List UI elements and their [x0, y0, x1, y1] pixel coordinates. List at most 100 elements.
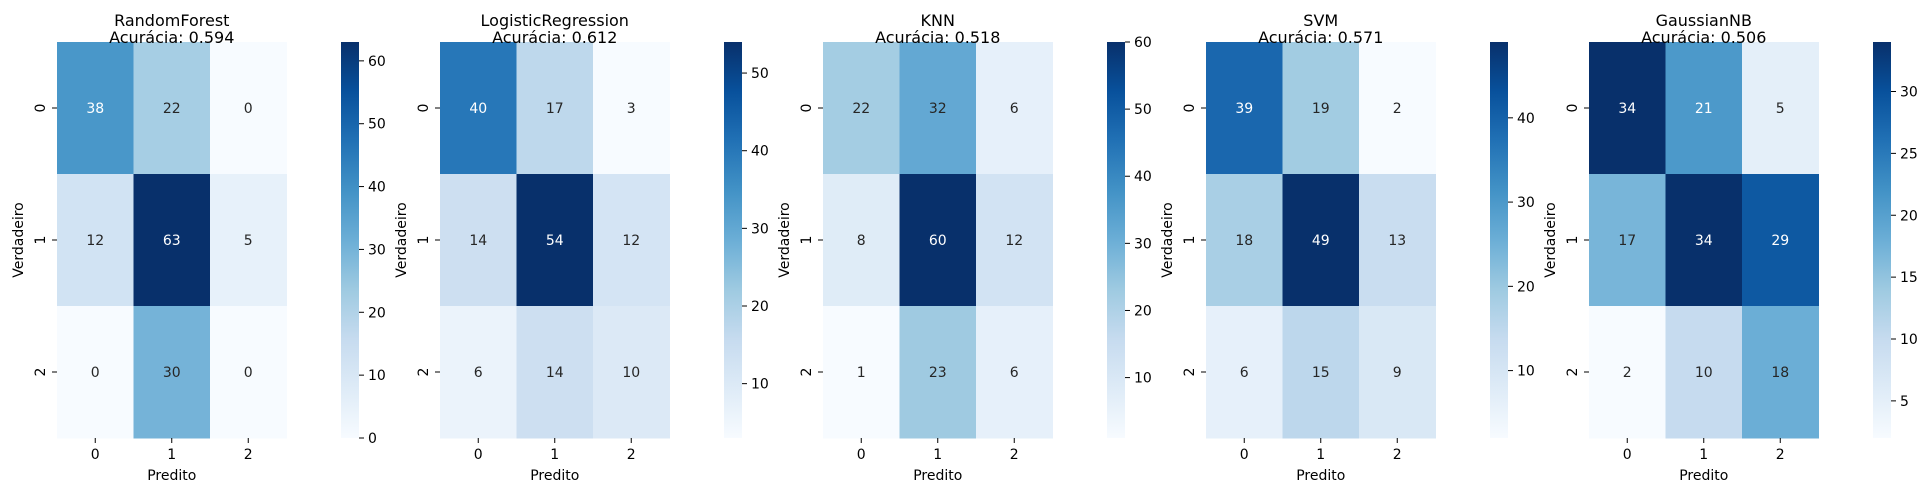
confusion-matrix-panel: 40 17 314 54 126 14 100 1 2012PreditoVerdadeiroL… — [394, 11, 769, 484]
cell-value-label: 14 — [469, 233, 487, 249]
heatmap-cell — [899, 42, 977, 175]
colorbar-tick-label: 40 — [1134, 169, 1152, 185]
y-tick-label: 2 — [416, 368, 432, 377]
cell-value-label: 22 — [852, 101, 870, 117]
chart-subtitle: Acurácia: 0.594 — [109, 28, 234, 47]
cell-value-label: 10 — [622, 365, 640, 381]
heatmap-cell — [1282, 306, 1360, 439]
heatmap-cell — [593, 42, 670, 175]
y-tick-label: 0 — [416, 104, 432, 113]
colorbar — [341, 42, 359, 438]
colorbar-tick-label: 30 — [1134, 236, 1152, 252]
x-tick-label: 2 — [1393, 447, 1402, 463]
x-tick-label: 1 — [1699, 447, 1708, 463]
cell-value-label: 17 — [546, 101, 564, 117]
x-tick-label: 1 — [167, 447, 176, 463]
cell-value-label: 14 — [546, 365, 564, 381]
cell-value-label: 54 — [546, 233, 564, 249]
colorbar-tick-label: 50 — [1134, 102, 1152, 118]
x-tick-label: 1 — [550, 447, 559, 463]
cell-value-label: 23 — [929, 365, 947, 381]
x-axis-label: Predito — [1296, 468, 1345, 484]
colorbar-tick-label: 30 — [1517, 195, 1535, 211]
colorbar-tick-label: 20 — [1900, 208, 1918, 224]
heatmap-cell — [899, 174, 977, 307]
colorbar-tick-label: 20 — [1134, 303, 1152, 319]
cell-value-label: 34 — [1618, 101, 1636, 117]
heatmap-cell — [1206, 174, 1283, 307]
cell-value-label: 10 — [1695, 365, 1713, 381]
y-axis-label: Verdadeiro — [1543, 202, 1559, 277]
cell-value-label: 22 — [163, 101, 181, 117]
colorbar-tick-label: 10 — [1900, 332, 1918, 348]
cell-value-label: 15 — [1312, 365, 1330, 381]
cell-value-label: 18 — [1771, 365, 1789, 381]
heatmap-cell — [1665, 306, 1743, 439]
confusion-matrix-panel: 38 22 012 63 50 30 00 1 2012PreditoVerdadeiroRan… — [11, 11, 386, 484]
y-tick-label: 2 — [799, 368, 815, 377]
heatmap-cell — [1742, 42, 1819, 175]
heatmap-cell — [1589, 306, 1666, 439]
cell-value-label: 6 — [1010, 101, 1019, 117]
y-tick-label: 0 — [799, 104, 815, 113]
cell-value-label: 17 — [1618, 233, 1636, 249]
cell-value-label: 2 — [1393, 101, 1402, 117]
cell-value-label: 60 — [929, 233, 947, 249]
heatmap-cell — [516, 306, 594, 439]
x-tick-label: 0 — [1623, 447, 1632, 463]
heatmap-cell — [133, 174, 211, 307]
cell-value-label: 12 — [622, 233, 640, 249]
y-tick-label: 1 — [799, 236, 815, 245]
colorbar — [724, 42, 742, 438]
x-tick-label: 2 — [627, 447, 636, 463]
cell-value-label: 5 — [1776, 101, 1785, 117]
y-tick-label: 1 — [33, 236, 49, 245]
y-tick-label: 1 — [416, 236, 432, 245]
heatmap-cell — [1742, 174, 1819, 307]
heatmap-cell — [976, 306, 1053, 439]
y-tick-label: 0 — [1565, 104, 1581, 113]
heatmap-cell — [210, 174, 287, 307]
y-axis-label: Verdadeiro — [11, 202, 27, 277]
heatmap-cell — [1359, 174, 1436, 307]
cell-value-label: 13 — [1388, 233, 1406, 249]
colorbar — [1490, 42, 1508, 438]
colorbar-tick-label: 50 — [368, 117, 386, 133]
heatmap-cell — [1206, 306, 1283, 439]
cell-value-label: 19 — [1312, 101, 1330, 117]
heatmap-cell — [133, 306, 211, 439]
heatmap-cell — [1589, 42, 1666, 175]
colorbar-tick-label: 10 — [1517, 364, 1535, 380]
cell-value-label: 6 — [1010, 365, 1019, 381]
x-axis-label: Predito — [913, 468, 962, 484]
cell-value-label: 5 — [244, 233, 253, 249]
colorbar-tick-label: 15 — [1900, 270, 1918, 286]
chart-title: SVM — [1303, 11, 1338, 30]
colorbar-tick-label: 20 — [751, 299, 769, 315]
heatmap-cell — [1742, 306, 1819, 439]
x-tick-label: 1 — [933, 447, 942, 463]
heatmap-cell — [823, 306, 900, 439]
heatmap-cell — [57, 174, 134, 307]
y-tick-label: 0 — [33, 104, 49, 113]
colorbar-tick-label: 5 — [1900, 394, 1909, 410]
cell-value-label: 8 — [857, 233, 866, 249]
y-tick-label: 1 — [1565, 236, 1581, 245]
colorbar — [1873, 42, 1891, 438]
heatmap-cell — [133, 42, 211, 175]
heatmap-cell — [440, 306, 517, 439]
confusion-matrix-panel: 39 19 218 49 136 15 90 1 2012PreditoVerdadeiroSV… — [1160, 11, 1535, 484]
cell-value-label: 1 — [857, 365, 866, 381]
chart-subtitle: Acurácia: 0.518 — [875, 28, 1000, 47]
cell-value-label: 18 — [1235, 233, 1253, 249]
x-tick-label: 1 — [1316, 447, 1325, 463]
heatmap-cell — [976, 174, 1053, 307]
heatmap-cell — [516, 42, 594, 175]
x-axis-label: Predito — [1679, 468, 1728, 484]
chart-title: KNN — [921, 11, 955, 30]
x-axis-label: Predito — [530, 468, 579, 484]
colorbar-tick-label: 30 — [1900, 85, 1918, 101]
colorbar-tick-label: 20 — [1517, 279, 1535, 295]
y-tick-label: 2 — [1565, 368, 1581, 377]
y-tick-label: 2 — [33, 368, 49, 377]
